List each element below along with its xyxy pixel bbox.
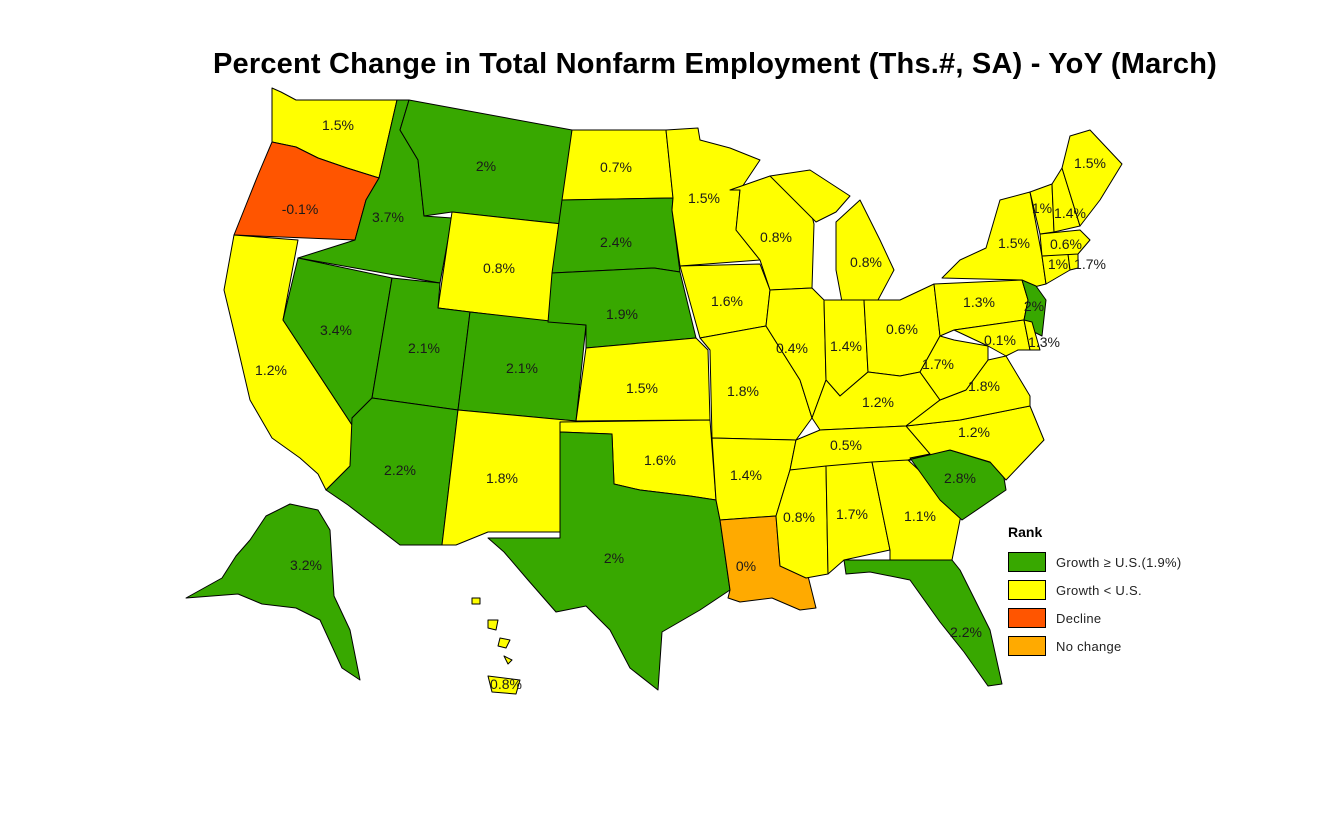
state-value-label-az: 2.2% — [384, 462, 416, 478]
legend-item-no-change: No change — [1008, 632, 1182, 660]
legend-item-decline: Decline — [1008, 604, 1182, 632]
state-value-label-mi: 0.8% — [850, 254, 882, 270]
state-value-label-sc: 2.8% — [944, 470, 976, 486]
state-value-label-hi: 0.8% — [490, 676, 522, 692]
state-value-label-de: 1.3% — [1028, 334, 1060, 350]
state-value-label-al: 1.7% — [836, 506, 868, 522]
state-ma[interactable] — [1039, 229, 1091, 257]
state-value-label-la: 0% — [736, 558, 756, 574]
state-id[interactable] — [297, 99, 453, 284]
state-value-label-oh: 0.6% — [886, 321, 918, 337]
state-hi[interactable] — [471, 597, 521, 695]
state-value-label-nd: 0.7% — [600, 159, 632, 175]
state-value-label-ks: 1.5% — [626, 380, 658, 396]
state-value-label-ms: 0.8% — [783, 509, 815, 525]
map-legend: Rank Growth ≥ U.S.(1.9%) Growth < U.S. D… — [1008, 524, 1182, 660]
state-fl[interactable] — [843, 559, 1003, 687]
state-value-label-in: 1.4% — [830, 338, 862, 354]
state-value-label-nc: 1.2% — [958, 424, 990, 440]
legend-label: No change — [1056, 638, 1122, 654]
state-value-label-vt: 1% — [1032, 200, 1052, 216]
state-value-label-nv: 3.4% — [320, 322, 352, 338]
state-value-label-il: 0.4% — [776, 340, 808, 356]
state-value-label-ak: 3.2% — [290, 557, 322, 573]
state-value-label-ny: 1.5% — [998, 235, 1030, 251]
state-value-label-ma: 0.6% — [1050, 236, 1082, 252]
state-value-label-tn: 0.5% — [830, 437, 862, 453]
state-value-label-ar: 1.4% — [730, 467, 762, 483]
state-value-label-nm: 1.8% — [486, 470, 518, 486]
legend-label: Decline — [1056, 610, 1102, 626]
state-value-label-fl: 2.2% — [950, 624, 982, 640]
state-value-label-va: 1.8% — [968, 378, 1000, 394]
state-ks[interactable] — [575, 337, 711, 422]
state-tx[interactable] — [487, 431, 731, 691]
state-value-label-wy: 0.8% — [483, 260, 515, 276]
state-me[interactable] — [1061, 129, 1123, 227]
legend-item-growth-ge-us: Growth ≥ U.S.(1.9%) — [1008, 548, 1182, 576]
state-value-label-nh: 1.4% — [1054, 205, 1086, 221]
state-value-label-me: 1.5% — [1074, 155, 1106, 171]
state-ny[interactable] — [941, 191, 1047, 289]
legend-swatch — [1008, 552, 1046, 572]
legend-title: Rank — [1008, 524, 1043, 540]
state-value-label-ia: 1.6% — [711, 293, 743, 309]
state-value-label-tx: 2% — [604, 550, 624, 566]
state-al[interactable] — [825, 461, 891, 575]
state-value-label-or: -0.1% — [282, 201, 319, 217]
state-wv[interactable] — [919, 335, 989, 401]
map-title: Percent Change in Total Nonfarm Employme… — [212, 48, 1218, 80]
legend-swatch — [1008, 608, 1046, 628]
state-value-label-id: 3.7% — [372, 209, 404, 225]
state-value-label-ok: 1.6% — [644, 452, 676, 468]
legend-swatch — [1008, 580, 1046, 600]
state-value-label-ga: 1.1% — [904, 508, 936, 524]
state-value-label-mo: 1.8% — [727, 383, 759, 399]
state-value-label-wa: 1.5% — [322, 117, 354, 133]
state-de[interactable] — [1023, 319, 1041, 351]
state-value-label-pa: 1.3% — [963, 294, 995, 310]
legend-label: Growth < U.S. — [1056, 582, 1142, 598]
legend-swatch — [1008, 636, 1046, 656]
state-value-label-wv: 1.7% — [922, 356, 954, 372]
state-value-label-mt: 2% — [476, 158, 496, 174]
legend-label: Growth ≥ U.S.(1.9%) — [1056, 554, 1182, 570]
state-value-label-ne: 1.9% — [606, 306, 638, 322]
state-value-label-ut: 2.1% — [408, 340, 440, 356]
state-value-label-co: 2.1% — [506, 360, 538, 376]
state-mi[interactable] — [769, 169, 895, 303]
state-value-label-wi: 0.8% — [760, 229, 792, 245]
legend-item-growth-lt-us: Growth < U.S. — [1008, 576, 1182, 604]
state-value-label-nj: 2% — [1024, 298, 1044, 314]
state-value-label-ca: 1.2% — [255, 362, 287, 378]
state-ak[interactable] — [185, 503, 361, 681]
state-value-label-ri: 1.7% — [1074, 256, 1106, 272]
state-value-label-sd: 2.4% — [600, 234, 632, 250]
state-value-label-ky: 1.2% — [862, 394, 894, 410]
state-value-label-mn: 1.5% — [688, 190, 720, 206]
state-value-label-ct: 1% — [1048, 256, 1068, 272]
state-value-label-md: 0.1% — [984, 332, 1016, 348]
